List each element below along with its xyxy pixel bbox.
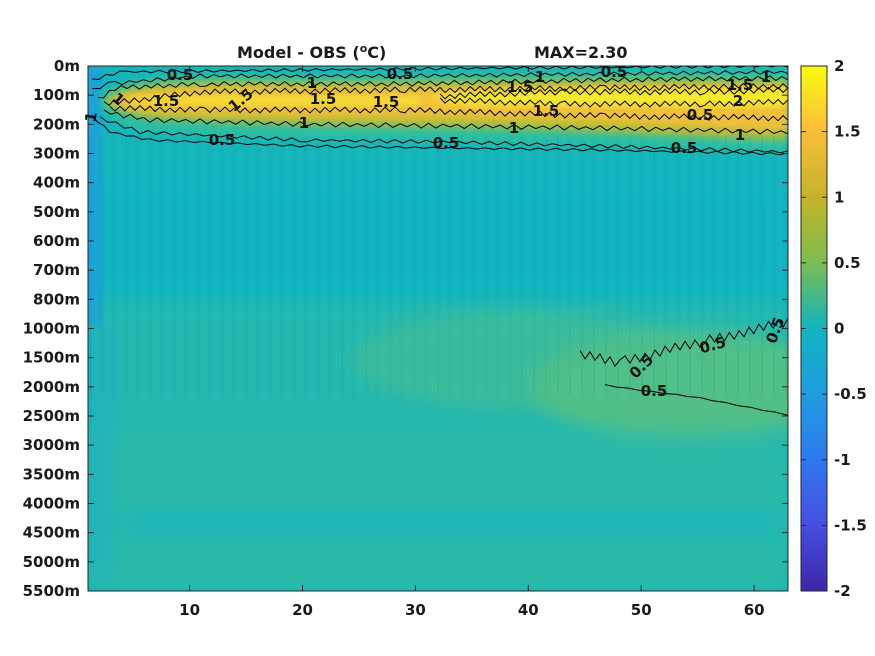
max-label: MAX=2.30	[534, 43, 628, 62]
colorbar-tick-label: -0.5	[834, 385, 867, 403]
contour-label: 0.5	[687, 106, 714, 124]
x-tick-label: 20	[292, 601, 313, 619]
x-tick-label: 30	[405, 601, 426, 619]
y-tick-label: 400m	[33, 174, 80, 192]
contour-line	[109, 105, 788, 122]
contour-line	[439, 86, 788, 100]
y-tick-label: 700m	[33, 261, 80, 279]
y-tick-label: 2000m	[23, 378, 80, 396]
y-tick-label: 3500m	[23, 465, 80, 483]
contour-label: 1.5	[373, 93, 400, 111]
x-tick-label: 50	[631, 601, 652, 619]
x-tick-label: 10	[179, 601, 200, 619]
contour-label: 1.5	[153, 92, 180, 110]
contour-label: 0.5	[433, 134, 460, 152]
heatmap-field	[88, 66, 788, 591]
y-tick-label: 3000m	[23, 436, 80, 454]
y-tick-label: 300m	[33, 145, 80, 163]
contour-label: 1	[735, 126, 745, 144]
colorbar-tick-label: 1.5	[834, 123, 861, 141]
chart-title: Model - OBS (oC)	[237, 42, 386, 62]
x-tick-label: 60	[744, 601, 765, 619]
contour-label: 1	[307, 74, 317, 92]
x-axis: 10 20 30 40 50 60	[179, 66, 765, 619]
y-tick-label: 5500m	[23, 582, 80, 600]
y-tick-label: 200m	[33, 115, 80, 133]
colorbar: 2 1.5 1 0.5 0 -0.5 -1 -1.5 -2	[800, 57, 867, 600]
contour-label: 0.5	[387, 65, 414, 83]
contour-label: 0.5	[209, 131, 236, 149]
y-tick-label: 4000m	[23, 495, 80, 513]
y-tick-label: 600m	[33, 232, 80, 250]
y-tick-label: 1500m	[23, 349, 80, 367]
y-tick-label: 5000m	[23, 553, 80, 571]
contour-label: 1.5	[310, 90, 337, 108]
contour-line	[579, 318, 788, 368]
contour-label: 0.5	[601, 63, 628, 81]
colorbar-tick-label: 0	[834, 320, 844, 338]
colorbar-tick-label: 1	[834, 188, 844, 206]
y-tick-label: 1000m	[23, 320, 80, 338]
contour-label: 0.5	[167, 66, 194, 84]
contour-label: 1.5	[507, 78, 534, 96]
y-axis: 0m 100m 200m 300m 400m 500m 600m 700m 800m 1000m 1…	[23, 57, 788, 600]
contour-label: 0.5	[641, 382, 668, 400]
contour-line	[604, 384, 788, 416]
contour-label: 1	[761, 68, 771, 86]
contour-line	[99, 116, 788, 154]
y-tick-label: 800m	[33, 290, 80, 308]
contour-line	[91, 114, 788, 156]
y-tick-label: 4500m	[23, 524, 80, 542]
colorbar-tick-label: -2	[834, 582, 851, 600]
colorbar-tick-label: -1	[834, 451, 851, 469]
y-tick-label: 500m	[33, 203, 80, 221]
colorbar-tick-label: 0.5	[834, 254, 861, 272]
contour-label: 2	[733, 92, 743, 110]
contour-label: 0.5	[671, 139, 698, 157]
contour-line	[97, 75, 788, 99]
contour-label: 1	[299, 114, 309, 132]
contour-label: 1.5	[533, 102, 560, 120]
y-tick-label: 100m	[33, 86, 80, 104]
contour-line	[103, 82, 788, 107]
y-tick-label: 2500m	[23, 407, 80, 425]
x-tick-label: 40	[518, 601, 539, 619]
contour-line	[92, 69, 788, 90]
contour-line	[439, 97, 788, 108]
contour-label: 1.5	[727, 76, 754, 94]
contour-label: 1	[81, 110, 101, 123]
colorbar-tick-label: 2	[834, 57, 844, 75]
contour-label: 1	[509, 119, 519, 137]
contour-line	[103, 109, 788, 135]
y-tick-label: 0m	[54, 57, 80, 75]
colorbar-tick-label: -1.5	[834, 516, 867, 534]
contour-label: 1	[535, 68, 545, 86]
